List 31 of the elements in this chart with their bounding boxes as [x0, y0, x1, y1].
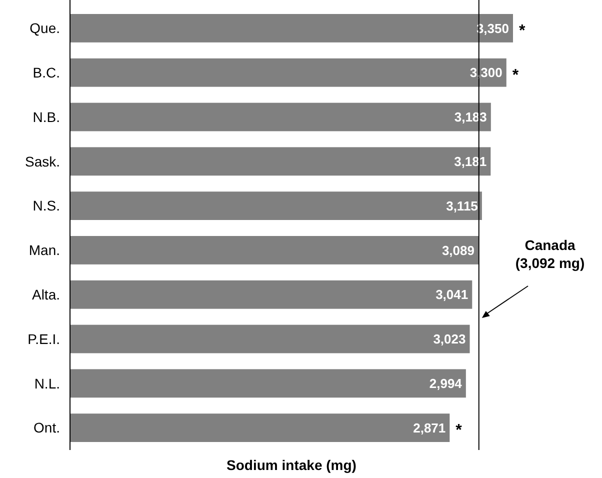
- data-label: 3,115: [446, 198, 478, 214]
- y-tick-label: N.S.: [32, 198, 60, 214]
- annotation: *: [456, 422, 463, 439]
- bar: [70, 414, 450, 442]
- y-tick-label: Ont.: [34, 420, 60, 436]
- y-tick-label: Que.: [30, 20, 60, 36]
- y-tick-label: B.C.: [32, 64, 60, 80]
- data-label: 2,871: [413, 420, 446, 436]
- ref-line-label: Canada (3,092 mg): [515, 237, 585, 271]
- annotation: *: [512, 66, 520, 84]
- data-label: 3,041: [436, 287, 468, 302]
- bar: [70, 14, 513, 42]
- bar: [70, 147, 491, 176]
- data-label: 2,994: [429, 376, 463, 391]
- y-tick-label: N.L.: [34, 375, 60, 392]
- bar: [70, 192, 482, 220]
- bar: [70, 236, 478, 264]
- y-tick-label: P.E.I.: [28, 330, 60, 347]
- x-axis-title: Sodium intake (mg): [226, 457, 356, 473]
- y-tick-label: Alta.: [32, 286, 60, 302]
- y-tick-label: Man.: [28, 242, 60, 258]
- y-tick-label: Sask.: [24, 153, 60, 170]
- bar: [70, 102, 491, 132]
- annotation: *: [519, 22, 526, 40]
- y-tick-label: N.B.: [32, 108, 60, 125]
- bar: [70, 58, 506, 87]
- bar: [70, 280, 472, 309]
- data-label: 3,023: [433, 332, 466, 347]
- bar: [70, 369, 466, 398]
- bar: [70, 324, 470, 354]
- data-label: 3,089: [442, 242, 474, 258]
